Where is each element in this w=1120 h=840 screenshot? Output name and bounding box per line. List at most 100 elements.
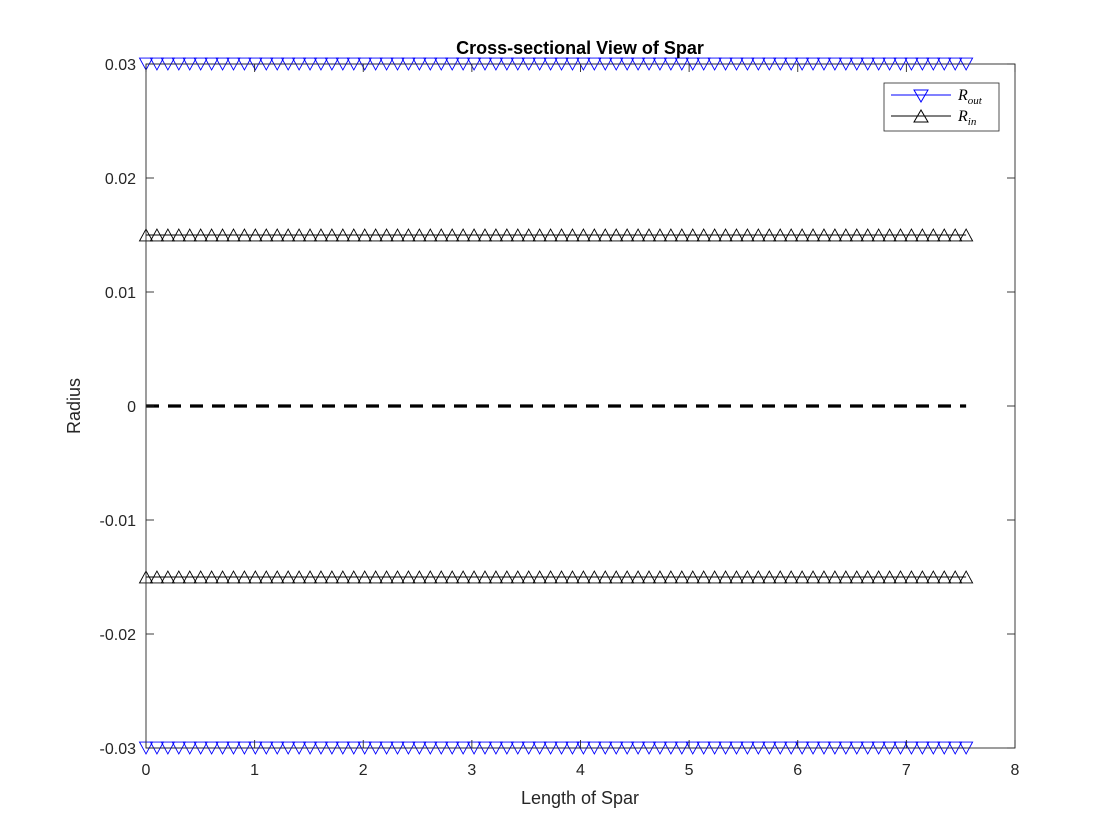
data-point-r-in: [521, 570, 536, 584]
data-point-r-in: [182, 570, 197, 584]
data-point-r-in: [849, 570, 865, 584]
data-point-r-in: [718, 570, 733, 584]
data-point-r-in: [291, 228, 307, 242]
data-point-r-in: [280, 570, 296, 584]
data-point-r-in: [269, 228, 285, 242]
data-point-r-in: [193, 228, 208, 242]
data-point-r-in: [412, 570, 427, 584]
data-point-r-in: [401, 570, 416, 584]
data-point-r-in: [696, 228, 711, 242]
data-point-r-in: [455, 570, 471, 584]
data-point-r-in: [936, 570, 952, 584]
data-point-r-in: [751, 228, 766, 242]
data-point-r-in: [947, 570, 963, 584]
data-point-r-in: [444, 228, 460, 242]
data-point-r-in: [652, 570, 668, 584]
data-point-r-in: [751, 570, 766, 584]
data-point-r-in: [291, 570, 307, 584]
data-point-r-in: [805, 570, 821, 584]
data-point-r-in: [160, 570, 176, 584]
data-point-r-in: [477, 570, 493, 584]
y-axis-label: Radius: [64, 378, 84, 434]
data-point-r-in: [237, 228, 252, 242]
data-point-r-in: [444, 570, 460, 584]
data-point-r-in: [947, 228, 963, 242]
data-point-r-in: [477, 228, 493, 242]
data-point-r-in: [762, 570, 777, 584]
data-point-r-in: [608, 570, 624, 584]
data-point-r-in: [248, 570, 263, 584]
data-point-r-in: [160, 228, 176, 242]
legend: Rout Rin: [883, 82, 1000, 132]
data-point-r-in: [696, 570, 711, 584]
data-point-r-in: [608, 228, 624, 242]
data-point-r-in: [587, 570, 602, 584]
data-point-r-in: [707, 228, 722, 242]
data-point-r-in: [674, 228, 690, 242]
data-point-r-in: [379, 228, 394, 242]
data-point-r-in: [390, 570, 405, 584]
tick-labels: 0 1 2 3 4 5 6 7 8 -0.03 -0.02 -0.01 0 0.01 0.02 0.03: [100, 57, 1020, 779]
data-point-r-in: [171, 228, 187, 242]
data-point-r-in: [510, 228, 526, 242]
data-point-r-in: [357, 570, 372, 584]
data-point-r-in: [226, 570, 241, 584]
data-point-r-in: [598, 570, 613, 584]
data-point-r-in: [794, 228, 810, 242]
legend-box: [883, 82, 1000, 132]
data-point-r-in: [904, 228, 919, 242]
data-point-r-in: [259, 570, 274, 584]
legend-marker-r-in: [913, 109, 929, 123]
y-tick-label: 0.01: [105, 285, 136, 302]
data-point-r-in: [587, 228, 602, 242]
data-point-r-in: [685, 228, 701, 242]
data-point-r-in: [521, 228, 536, 242]
x-tick-label: 6: [793, 762, 802, 779]
data-point-r-in: [762, 228, 777, 242]
x-tick-label: 8: [1011, 762, 1020, 779]
data-point-r-in: [379, 570, 394, 584]
legend-marker-r-out: [913, 89, 929, 103]
data-point-r-in: [259, 228, 274, 242]
data-point-r-in: [368, 570, 383, 584]
data-point-r-in: [248, 228, 263, 242]
data-point-r-in: [860, 570, 875, 584]
data-point-r-in: [302, 228, 318, 242]
data-point-r-in: [882, 228, 897, 242]
data-point-r-in: [729, 570, 744, 584]
data-point-r-in: [488, 570, 504, 584]
data-point-r-in: [598, 228, 613, 242]
data-point-r-in: [313, 228, 329, 242]
x-tick-label: 7: [902, 762, 911, 779]
data-point-r-in: [346, 570, 362, 584]
data-point-r-in: [423, 228, 438, 242]
data-point-r-in: [204, 228, 219, 242]
data-point-r-in: [510, 570, 526, 584]
legend-label-r-out: Rout: [957, 87, 983, 107]
data-point-r-in: [466, 228, 482, 242]
data-point-r-in: [740, 228, 755, 242]
data-point-r-in: [226, 228, 241, 242]
data-point-r-in: [685, 570, 701, 584]
x-tick-label: 4: [576, 762, 585, 779]
data-point-r-in: [433, 228, 449, 242]
data-point-r-in: [390, 228, 405, 242]
axes-layer: [145, 63, 1016, 749]
data-point-r-in: [630, 228, 646, 242]
y-tick-label: 0.03: [105, 57, 136, 74]
data-point-r-in: [936, 228, 952, 242]
data-point-r-in: [423, 570, 438, 584]
data-point-r-in: [543, 570, 558, 584]
data-point-r-in: [280, 228, 296, 242]
data-point-r-in: [772, 570, 788, 584]
data-point-r-in: [171, 570, 187, 584]
x-tick-label: 1: [250, 762, 259, 779]
data-point-r-in: [652, 228, 668, 242]
data-point-r-in: [893, 570, 908, 584]
data-point-r-in: [466, 570, 482, 584]
data-point-r-in: [882, 570, 897, 584]
data-point-r-in: [663, 570, 679, 584]
data-point-r-in: [149, 570, 165, 584]
data-point-r-in: [554, 228, 569, 242]
